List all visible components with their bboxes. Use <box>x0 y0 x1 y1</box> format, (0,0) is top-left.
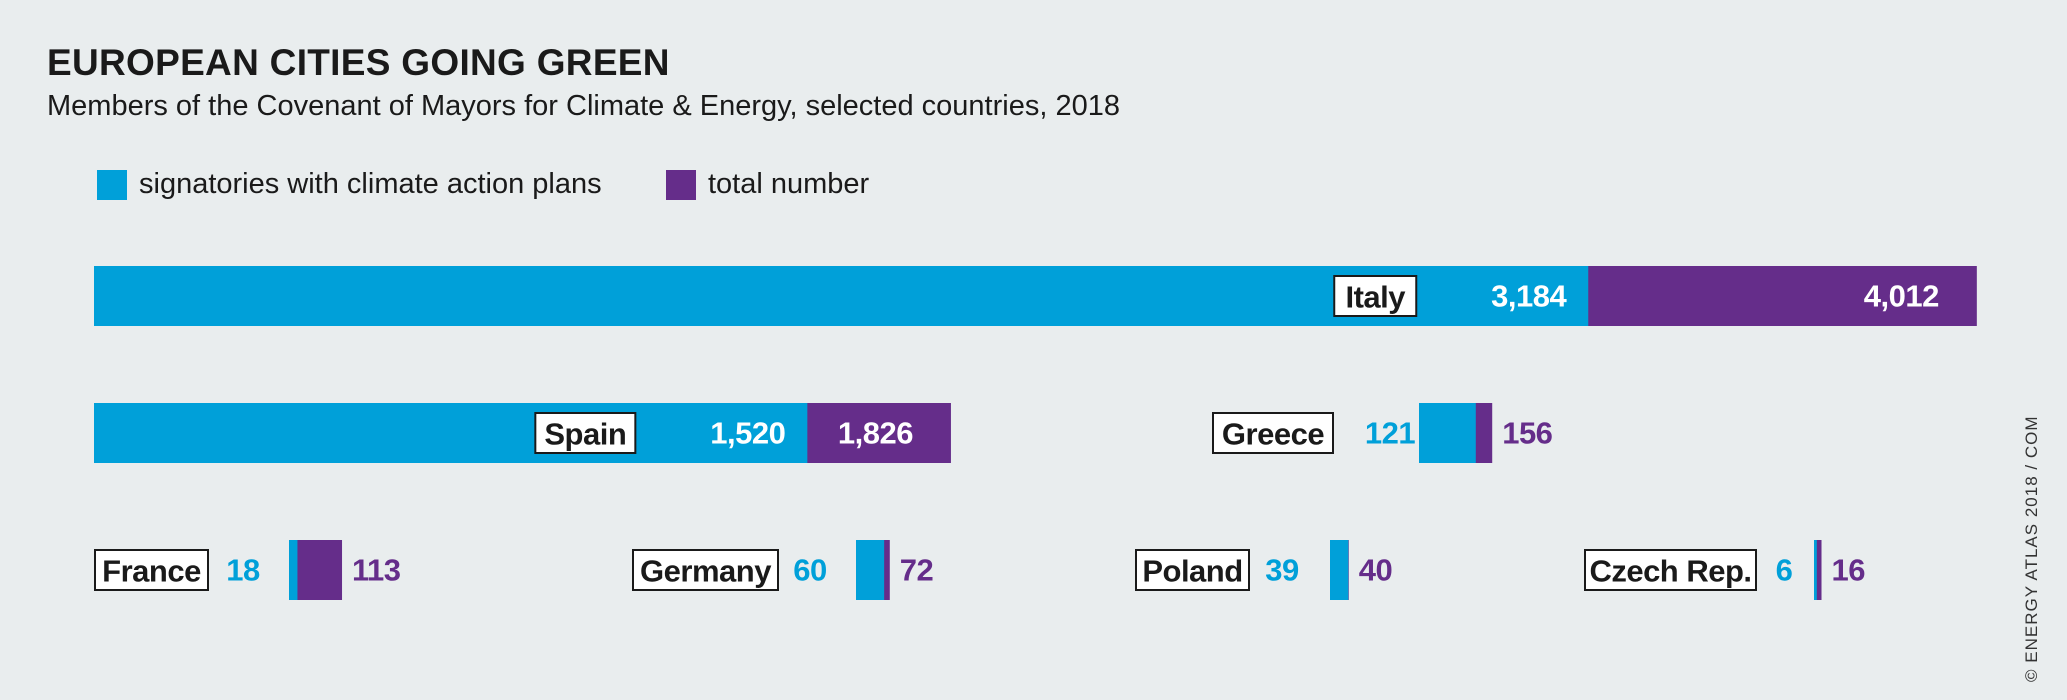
legend-label-signatories: signatories with climate action plans <box>139 168 602 200</box>
category-label-greece: Greece <box>1222 417 1324 452</box>
category-label-czech-rep-box <box>1584 549 1757 591</box>
category-label-czech-rep: Czech Rep. <box>1589 554 1751 589</box>
bar-signatories-france <box>289 540 298 600</box>
value-total-poland: 40 <box>1359 553 1392 588</box>
legend-swatch-signatories <box>97 169 127 200</box>
copyright-credit: © ENERGY ATLAS 2018 / COM <box>2022 415 2041 683</box>
category-label-italy: Italy <box>1345 280 1406 315</box>
value-total-germany: 72 <box>900 553 933 588</box>
bar-total-france <box>289 540 343 600</box>
value-signatories-spain: 1,520 <box>710 416 785 451</box>
category-label-france-box <box>94 549 209 591</box>
legend-swatch-total <box>666 169 696 200</box>
bar-signatories-greece <box>1419 403 1476 463</box>
chart-subtitle: Members of the Covenant of Mayors for Cl… <box>47 90 1120 122</box>
value-signatories-italy: 3,184 <box>1491 279 1567 314</box>
bar-total-czech-rep <box>1814 540 1822 600</box>
category-label-france: France <box>102 554 201 589</box>
bar-signatories-germany <box>856 540 885 600</box>
value-total-greece: 156 <box>1502 416 1552 451</box>
category-label-poland-box <box>1135 549 1250 591</box>
bar-signatories-poland <box>1330 540 1349 600</box>
value-total-spain: 1,826 <box>838 416 913 451</box>
value-total-italy: 4,012 <box>1864 279 1939 314</box>
value-total-czech-rep: 16 <box>1832 553 1866 588</box>
legend-item-signatories: signatories with climate action plans <box>97 168 602 201</box>
value-signatories-greece: 121 <box>1365 416 1415 451</box>
category-label-germany-box <box>632 549 779 591</box>
bar-signatories-spain <box>94 403 808 463</box>
category-label-poland: Poland <box>1142 554 1242 589</box>
value-signatories-czech-rep: 6 <box>1776 553 1793 588</box>
category-label-greece-box <box>1212 412 1334 454</box>
category-label-italy-box <box>1333 275 1418 317</box>
legend-label-total: total number <box>708 168 870 200</box>
value-signatories-poland: 39 <box>1265 553 1299 588</box>
bar-signatories-czech-rep <box>1814 540 1817 600</box>
legend-item-total: total number <box>666 168 869 201</box>
value-signatories-germany: 60 <box>793 553 826 588</box>
value-signatories-france: 18 <box>226 553 260 588</box>
chart-title: EUROPEAN CITIES GOING GREEN <box>47 42 670 83</box>
category-label-spain-box <box>534 412 637 454</box>
value-total-france: 113 <box>352 553 401 588</box>
category-label-spain: Spain <box>544 417 626 452</box>
category-label-germany: Germany <box>640 554 772 589</box>
